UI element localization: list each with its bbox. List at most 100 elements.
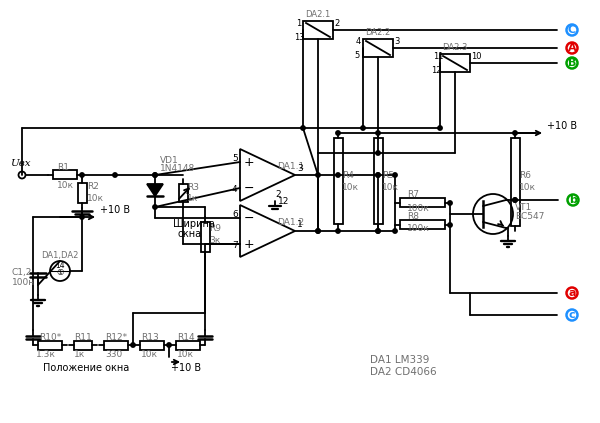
Circle shape	[376, 229, 380, 233]
Bar	[363, 39, 393, 57]
Text: R7: R7	[407, 190, 419, 199]
Circle shape	[361, 126, 365, 130]
Text: 4: 4	[356, 37, 361, 46]
Circle shape	[376, 173, 380, 177]
Text: Положение окна: Положение окна	[43, 363, 129, 373]
Text: 1: 1	[296, 19, 301, 28]
Text: −: −	[244, 212, 254, 225]
Circle shape	[153, 205, 157, 209]
Text: R8: R8	[407, 212, 419, 221]
Text: 100к: 100к	[407, 204, 430, 213]
Polygon shape	[147, 184, 163, 196]
Text: 3к: 3к	[209, 236, 220, 245]
Text: R14: R14	[177, 333, 194, 342]
Text: 6: 6	[232, 210, 238, 219]
Text: R10*: R10*	[39, 333, 61, 342]
Circle shape	[80, 173, 84, 177]
Text: ①: ①	[56, 268, 64, 277]
Text: R11: R11	[74, 333, 92, 342]
Circle shape	[393, 173, 397, 177]
Text: 10к: 10к	[519, 183, 536, 192]
Bar	[440, 54, 470, 72]
Bar	[200, 222, 209, 252]
Text: 7: 7	[232, 241, 238, 250]
Text: 3: 3	[394, 37, 400, 46]
Text: DA2 CD4066: DA2 CD4066	[370, 367, 437, 377]
Bar	[77, 183, 86, 203]
Text: +: +	[244, 237, 254, 250]
Circle shape	[167, 343, 171, 347]
Text: 5: 5	[232, 154, 238, 163]
Text: 3: 3	[297, 164, 303, 173]
Circle shape	[438, 126, 442, 130]
Text: R13: R13	[141, 333, 159, 342]
Circle shape	[316, 229, 320, 233]
Text: DA1.2: DA1.2	[277, 218, 304, 227]
Circle shape	[113, 173, 117, 177]
Text: 11: 11	[433, 52, 443, 61]
Text: +10 В: +10 В	[547, 121, 577, 131]
Text: R1: R1	[57, 163, 69, 172]
Text: 100к: 100к	[407, 224, 430, 233]
Text: 10к: 10к	[57, 181, 74, 190]
Circle shape	[316, 229, 320, 233]
Text: B: B	[568, 58, 576, 68]
Text: DA1,DA2: DA1,DA2	[41, 251, 79, 260]
Text: 1к: 1к	[74, 350, 85, 359]
Circle shape	[376, 173, 380, 177]
Text: VD1: VD1	[160, 156, 179, 165]
Text: DA2.1: DA2.1	[305, 10, 331, 19]
Text: R9: R9	[209, 224, 221, 233]
Text: Ширина: Ширина	[173, 219, 215, 229]
Text: R6: R6	[519, 171, 531, 180]
Circle shape	[513, 198, 517, 202]
Text: R4: R4	[342, 171, 354, 180]
Bar	[74, 341, 92, 349]
Circle shape	[153, 173, 157, 177]
Text: R12*: R12*	[105, 333, 127, 342]
Circle shape	[153, 173, 157, 177]
Text: 4: 4	[232, 185, 238, 194]
Bar	[400, 220, 445, 230]
Circle shape	[376, 229, 380, 233]
Circle shape	[376, 131, 380, 135]
Text: C: C	[568, 25, 576, 35]
Text: a: a	[568, 288, 576, 298]
Circle shape	[513, 198, 517, 202]
Bar	[140, 341, 164, 349]
Bar	[104, 341, 128, 349]
Circle shape	[80, 215, 84, 219]
Text: 10: 10	[471, 52, 482, 61]
Text: R5: R5	[382, 171, 394, 180]
Text: 2: 2	[334, 19, 339, 28]
Circle shape	[336, 173, 340, 177]
Text: BC547: BC547	[515, 212, 544, 221]
Text: 10к: 10к	[342, 183, 359, 192]
Text: 1N4148: 1N4148	[160, 164, 195, 173]
Circle shape	[131, 343, 135, 347]
Text: 10к: 10к	[87, 194, 104, 203]
Text: +: +	[244, 156, 254, 168]
Text: R2: R2	[87, 182, 99, 191]
Text: окна: окна	[177, 229, 201, 239]
Text: 12: 12	[431, 66, 442, 75]
Text: DA2.2: DA2.2	[365, 28, 391, 37]
Text: 5: 5	[354, 51, 359, 60]
Text: 12: 12	[278, 197, 289, 206]
Text: 13: 13	[294, 33, 305, 42]
Circle shape	[376, 151, 380, 155]
Text: 2: 2	[275, 190, 281, 199]
Bar	[176, 341, 200, 349]
Text: 1: 1	[297, 220, 303, 229]
Text: 1.3к: 1.3к	[36, 350, 56, 359]
Text: 10к: 10к	[177, 350, 194, 359]
Text: 100н: 100н	[12, 278, 35, 287]
Text: R3: R3	[187, 183, 199, 192]
Circle shape	[336, 131, 340, 135]
Circle shape	[393, 229, 397, 233]
Text: 14: 14	[55, 261, 65, 270]
Text: VT1: VT1	[515, 203, 532, 212]
Text: +10 В: +10 В	[171, 363, 201, 373]
Text: A: A	[568, 43, 577, 53]
Bar	[400, 198, 445, 208]
